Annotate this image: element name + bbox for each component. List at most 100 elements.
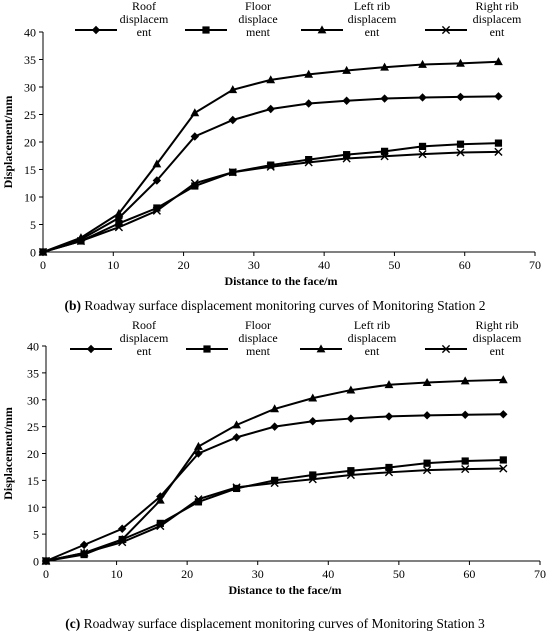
legend-label-x-b: displacem bbox=[473, 12, 522, 26]
legend-marker-x-c bbox=[441, 344, 451, 354]
legend-label-diamond-c: Roof bbox=[132, 318, 156, 332]
y-tick-label-c: 20 bbox=[27, 447, 39, 461]
legend-label-triangle-b: ent bbox=[365, 25, 380, 39]
data-point-triangle-c bbox=[308, 393, 318, 402]
caption-text-b: Roadway surface displacement monitoring … bbox=[84, 298, 486, 313]
y-tick-label-c: 0 bbox=[33, 555, 39, 569]
caption-text-c: Roadway surface displacement monitoring … bbox=[83, 616, 485, 631]
data-point-diamond-b bbox=[304, 99, 313, 108]
legend-label-triangle-b: Left rib bbox=[354, 0, 390, 13]
x-tick-label-b: 60 bbox=[459, 258, 471, 272]
legend-marker-triangle-c bbox=[316, 344, 326, 353]
y-tick-label-c: 35 bbox=[27, 366, 39, 380]
data-point-x-c bbox=[461, 464, 470, 474]
data-point-triangle-b bbox=[114, 208, 124, 217]
data-point-square-b bbox=[380, 147, 389, 155]
x-tick-label-c: 30 bbox=[252, 567, 264, 581]
x-tick-label-b: 20 bbox=[178, 258, 190, 272]
legend-label-square-c: ment bbox=[246, 344, 271, 358]
data-point-triangle-c bbox=[155, 495, 165, 504]
legend-label-square-b: displace bbox=[238, 12, 277, 26]
legend-marker-square-c bbox=[203, 345, 211, 353]
legend-label-square-c: displace bbox=[238, 331, 277, 345]
y-tick-label-b: 10 bbox=[24, 191, 36, 205]
data-point-diamond-c bbox=[499, 410, 508, 419]
x-axis-label-c: Distance to the face/m bbox=[229, 583, 342, 597]
data-point-x-b bbox=[190, 179, 199, 188]
x-tick-label-c: 40 bbox=[322, 567, 334, 581]
caption-letter-c: (c) bbox=[65, 616, 81, 631]
legend-label-diamond-b: ent bbox=[137, 25, 152, 39]
series-line-diamond-b bbox=[42, 95, 499, 253]
data-point-x-b bbox=[342, 154, 351, 163]
legend-label-triangle-c: Left rib bbox=[354, 318, 390, 332]
data-point-diamond-b bbox=[342, 96, 351, 105]
x-axis-label-b: Distance to the face/m bbox=[225, 274, 338, 288]
legend-marker-square-b bbox=[202, 26, 210, 34]
data-point-square-c bbox=[423, 459, 431, 467]
data-point-triangle-c bbox=[232, 420, 241, 429]
data-point-square-b bbox=[343, 151, 351, 159]
data-point-square-b bbox=[418, 142, 427, 150]
y-tick-label-b: 20 bbox=[24, 136, 36, 150]
data-point-x-b bbox=[114, 223, 124, 232]
data-point-triangle-c bbox=[498, 375, 508, 384]
data-point-x-b bbox=[494, 147, 503, 156]
data-point-triangle-c bbox=[346, 385, 356, 394]
data-point-x-c bbox=[232, 483, 241, 492]
line-chart-station-2: 0 5 10 15 20 25 30 35 40 0 10 20 30 40 50 60 70 Distance … bbox=[1, 0, 541, 288]
data-point-triangle-c bbox=[460, 376, 470, 385]
data-point-x-c bbox=[346, 470, 355, 480]
line-chart-station-3: 0 5 10 15 20 25 30 35 40 0 10 20 30 40 50 60 70 Distance … bbox=[1, 318, 546, 597]
data-point-diamond-b bbox=[228, 115, 237, 125]
data-point-x-b bbox=[380, 152, 389, 161]
data-point-triangle-b bbox=[380, 62, 389, 71]
x-tick-label-b: 0 bbox=[40, 258, 46, 272]
data-point-triangle-c bbox=[194, 441, 203, 450]
data-point-triangle-b bbox=[456, 58, 465, 67]
data-point-x-b bbox=[38, 247, 48, 257]
data-point-diamond-b bbox=[190, 132, 200, 141]
y-tick-label-c: 5 bbox=[33, 528, 39, 542]
y-axis-label-c: Displacement/mm bbox=[1, 407, 15, 500]
data-point-x-c bbox=[80, 548, 89, 558]
series-line-diamond-c bbox=[45, 413, 504, 562]
legend-label-square-b: Floor bbox=[245, 0, 271, 13]
data-point-triangle-b bbox=[228, 85, 238, 94]
data-point-square-b bbox=[267, 161, 275, 169]
chart-panel-c: 0 5 10 15 20 25 30 35 40 0 10 20 30 40 50 60 70 Distance … bbox=[0, 318, 550, 636]
legend-label-triangle-c: displacem bbox=[348, 331, 397, 345]
data-point-triangle-b bbox=[304, 69, 314, 78]
data-point-diamond-c bbox=[308, 417, 317, 426]
data-point-square-b bbox=[305, 156, 313, 164]
series-line-square-b bbox=[42, 142, 499, 253]
data-point-x-b bbox=[304, 158, 313, 167]
data-point-x-c bbox=[308, 475, 317, 484]
data-point-diamond-b bbox=[494, 92, 503, 101]
data-point-diamond-c bbox=[194, 449, 203, 458]
y-tick-label-b: 30 bbox=[24, 81, 36, 95]
data-point-triangle-b bbox=[494, 57, 503, 66]
legend-label-diamond-c: ent bbox=[137, 344, 152, 358]
y-tick-label-c: 15 bbox=[27, 474, 39, 488]
x-tick-label-c: 0 bbox=[43, 567, 49, 581]
y-tick-label-c: 30 bbox=[27, 393, 39, 407]
data-point-square-b bbox=[153, 204, 161, 212]
x-tick-label-c: 10 bbox=[111, 567, 123, 581]
data-point-x-b bbox=[76, 236, 86, 246]
y-tick-label-b: 35 bbox=[24, 53, 36, 67]
legend-marker-triangle-b bbox=[317, 25, 327, 34]
legend-label-square-b: ment bbox=[246, 25, 271, 39]
data-point-triangle-b bbox=[190, 108, 200, 117]
y-tick-label-b: 25 bbox=[24, 108, 36, 122]
legend-label-diamond-c: displacem bbox=[120, 331, 169, 345]
data-point-x-c bbox=[384, 468, 394, 477]
x-tick-label-b: 50 bbox=[388, 258, 400, 272]
data-point-square-c bbox=[156, 519, 164, 527]
y-axis-label-b: Displacement/mm bbox=[1, 96, 15, 189]
y-tick-label-b: 0 bbox=[30, 246, 36, 260]
data-point-x-b bbox=[228, 168, 237, 177]
legend-label-square-c: Floor bbox=[245, 318, 271, 332]
y-tick-label-b: 40 bbox=[24, 26, 36, 40]
y-tick-label-c: 40 bbox=[27, 340, 39, 354]
